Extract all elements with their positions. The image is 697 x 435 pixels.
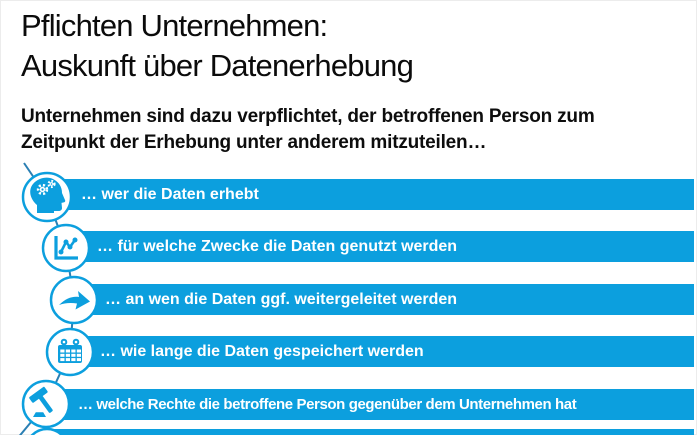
list-item-label: … wer die Daten erhebt (81, 185, 259, 203)
list-item-label: … für welche Zwecke die Daten genutzt we… (97, 237, 458, 255)
list-item-bar: … welche Rechte die betroffene Person ge… (46, 389, 694, 420)
list-item-bar: … für welche Zwecke die Daten genutzt we… (66, 231, 694, 262)
list-item-bar: … wer die Daten erhebt (47, 179, 694, 210)
title-line-1: Pflichten Unternehmen: (21, 8, 328, 43)
intro-text: Unternehmen sind dazu verpflichtet, der … (21, 104, 595, 156)
list-item-bar-partial (47, 429, 694, 435)
list-item-label: … welche Rechte die betroffene Person ge… (78, 396, 577, 413)
list-item-bar: … an wen die Daten ggf. weitergeleitet w… (74, 284, 694, 315)
page-title: Pflichten Unternehmen: Auskunft über Date… (21, 6, 414, 86)
list-item-bar: … wie lange die Daten gespeichert werden (70, 336, 694, 367)
list-item-label: … an wen die Daten ggf. weitergeleitet w… (105, 290, 458, 308)
intro-line-1: Unternehmen sind dazu verpflichtet, der … (21, 106, 595, 127)
list-item-label: … wie lange die Daten gespeichert werden (100, 342, 424, 360)
title-line-2: Auskunft über Datenerhebung (21, 48, 414, 83)
intro-line-2: Zeitpunkt der Erhebung unter anderem mit… (21, 132, 487, 153)
